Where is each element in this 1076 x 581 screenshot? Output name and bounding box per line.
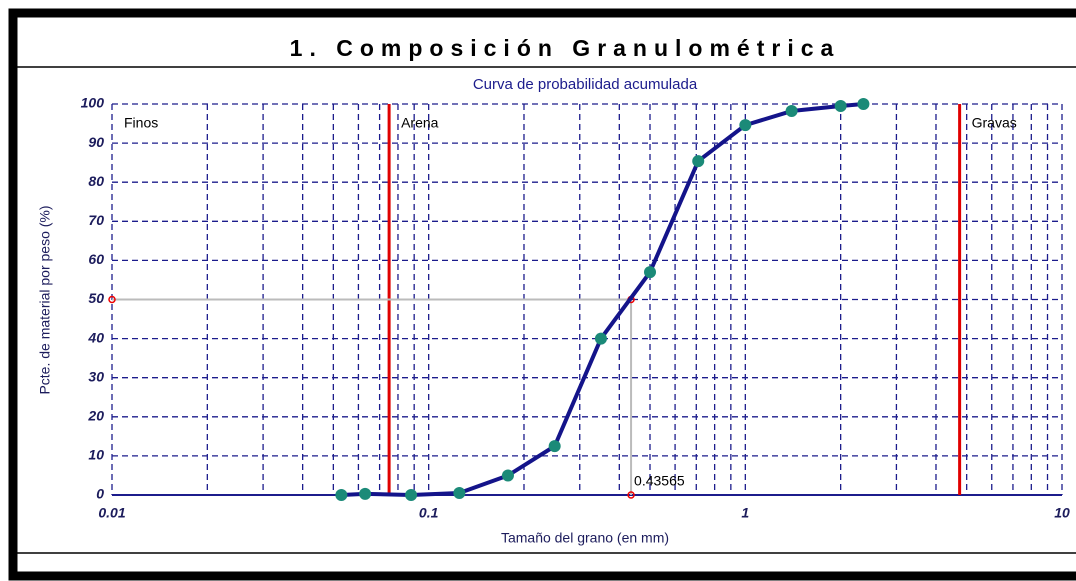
y-tick-label: 100: [81, 95, 105, 111]
data-point: [405, 489, 418, 501]
y-tick-label: 50: [88, 290, 104, 306]
frame: [8, 8, 1076, 581]
x-axis-label: Tamaño del grano (en mm): [501, 530, 669, 546]
zone-label: Finos: [124, 115, 158, 131]
marker-label: 0.43565: [634, 473, 685, 489]
y-tick-label: 60: [88, 251, 104, 267]
y-tick-label: 80: [88, 173, 104, 189]
y-tick-label: 70: [88, 212, 104, 228]
marker-point: [627, 491, 635, 499]
x-tick-label: 1: [741, 505, 749, 521]
zone-label: Arena: [401, 115, 439, 131]
data-point: [785, 105, 798, 118]
chart-title: Curva de probabilidad acumulada: [473, 76, 698, 93]
y-tick-label: 20: [87, 408, 104, 424]
y-axis-label: Pcte. de material por peso (%): [37, 205, 53, 394]
data-point: [359, 487, 372, 500]
data-point: [692, 155, 705, 168]
x-tick-label: 0.1: [419, 505, 439, 521]
marker-point: [108, 295, 116, 304]
data-point: [594, 332, 607, 345]
page-title: 1. Composición Granulométrica: [290, 35, 841, 61]
y-tick-label: 10: [88, 447, 104, 463]
data-point: [834, 99, 847, 112]
y-tick-label: 90: [88, 134, 104, 150]
data-point: [739, 119, 752, 132]
y-tick-label: 30: [88, 368, 104, 384]
data-point: [644, 266, 657, 279]
zone-label: Gravas: [972, 115, 1017, 131]
data-point: [501, 469, 514, 482]
data-point: [453, 487, 466, 500]
x-tick-label: 10: [1054, 505, 1070, 521]
data-point: [335, 489, 348, 501]
y-tick-label: 40: [87, 329, 104, 345]
data-point: [857, 98, 870, 110]
y-tick-label: 0: [96, 486, 104, 502]
data-point: [548, 440, 561, 453]
x-tick-label: 0.01: [98, 505, 125, 521]
